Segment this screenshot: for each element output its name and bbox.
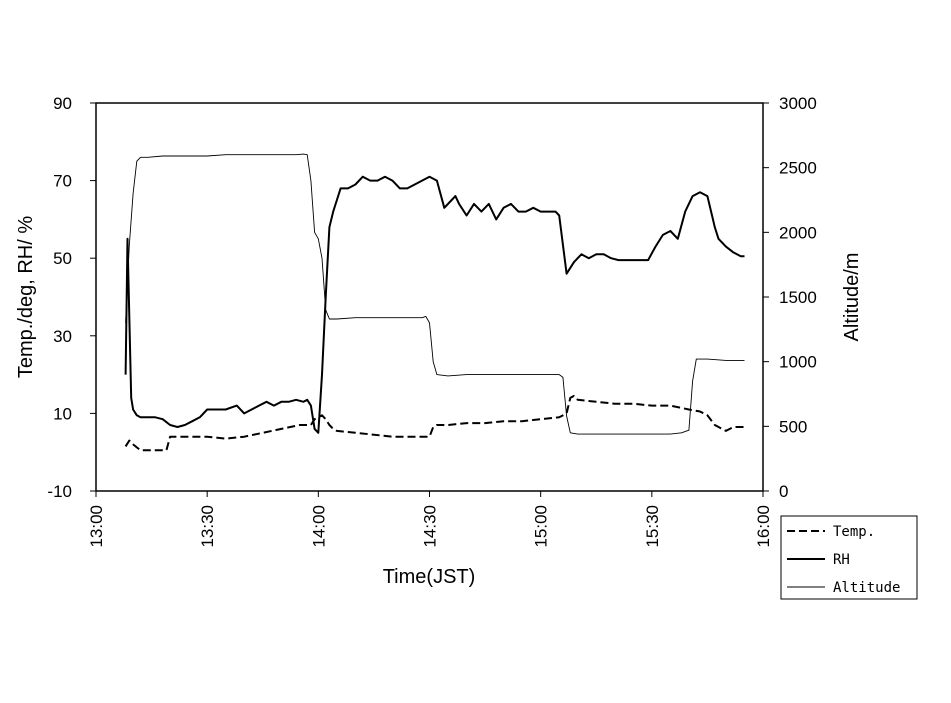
y-right-tick-label: 2000 bbox=[779, 223, 817, 242]
y-left-tick-label: -10 bbox=[47, 482, 72, 501]
series-layer bbox=[124, 153, 745, 452]
y-left-tick-label: 10 bbox=[53, 404, 72, 423]
y-axis-left-title: Temp./deg, RH/ % bbox=[15, 216, 37, 379]
y-left-tick-label: 70 bbox=[53, 172, 72, 191]
y-left-tick-label: 90 bbox=[53, 94, 72, 113]
x-tick-label: 16:00 bbox=[754, 505, 773, 548]
y-left-tick-label: 50 bbox=[53, 249, 72, 268]
plot-area bbox=[95, 102, 764, 492]
y-left-tick-label: 30 bbox=[53, 327, 72, 346]
legend: Temp. RH Altitude bbox=[780, 515, 918, 600]
y-axis-right: 0 500 1000 1500 2000 2500 3000 bbox=[763, 94, 817, 501]
x-axis: 13:00 13:30 14:00 14:30 15:00 15:30 16:00 bbox=[87, 491, 773, 548]
y-right-tick-label: 3000 bbox=[779, 94, 817, 113]
x-tick-label: 13:30 bbox=[198, 505, 217, 548]
series-line-temp bbox=[124, 394, 745, 452]
x-tick-label: 14:30 bbox=[421, 505, 440, 548]
y-right-tick-label: 1000 bbox=[779, 353, 817, 372]
x-tick-label: 15:00 bbox=[532, 505, 551, 548]
x-tick-label: 14:00 bbox=[309, 505, 328, 548]
legend-label: Temp. bbox=[833, 524, 875, 540]
series-line-altitude bbox=[125, 153, 745, 435]
y-axis-left: -10 10 30 50 70 90 bbox=[47, 94, 96, 501]
legend-label: RH bbox=[833, 552, 850, 568]
x-tick-label: 15:30 bbox=[643, 505, 662, 548]
x-tick-label: 13:00 bbox=[87, 505, 106, 548]
legend-label: Altitude bbox=[833, 580, 900, 596]
legend-box bbox=[780, 515, 918, 600]
y-right-tick-label: 0 bbox=[779, 482, 788, 501]
y-right-tick-label: 2500 bbox=[779, 159, 817, 178]
y-axis-right-title: Altitude/m bbox=[841, 253, 863, 342]
y-right-tick-label: 500 bbox=[779, 417, 807, 436]
x-axis-title: Time(JST) bbox=[383, 566, 476, 588]
y-right-tick-label: 1500 bbox=[779, 288, 817, 307]
series-line-rh bbox=[124, 175, 745, 434]
